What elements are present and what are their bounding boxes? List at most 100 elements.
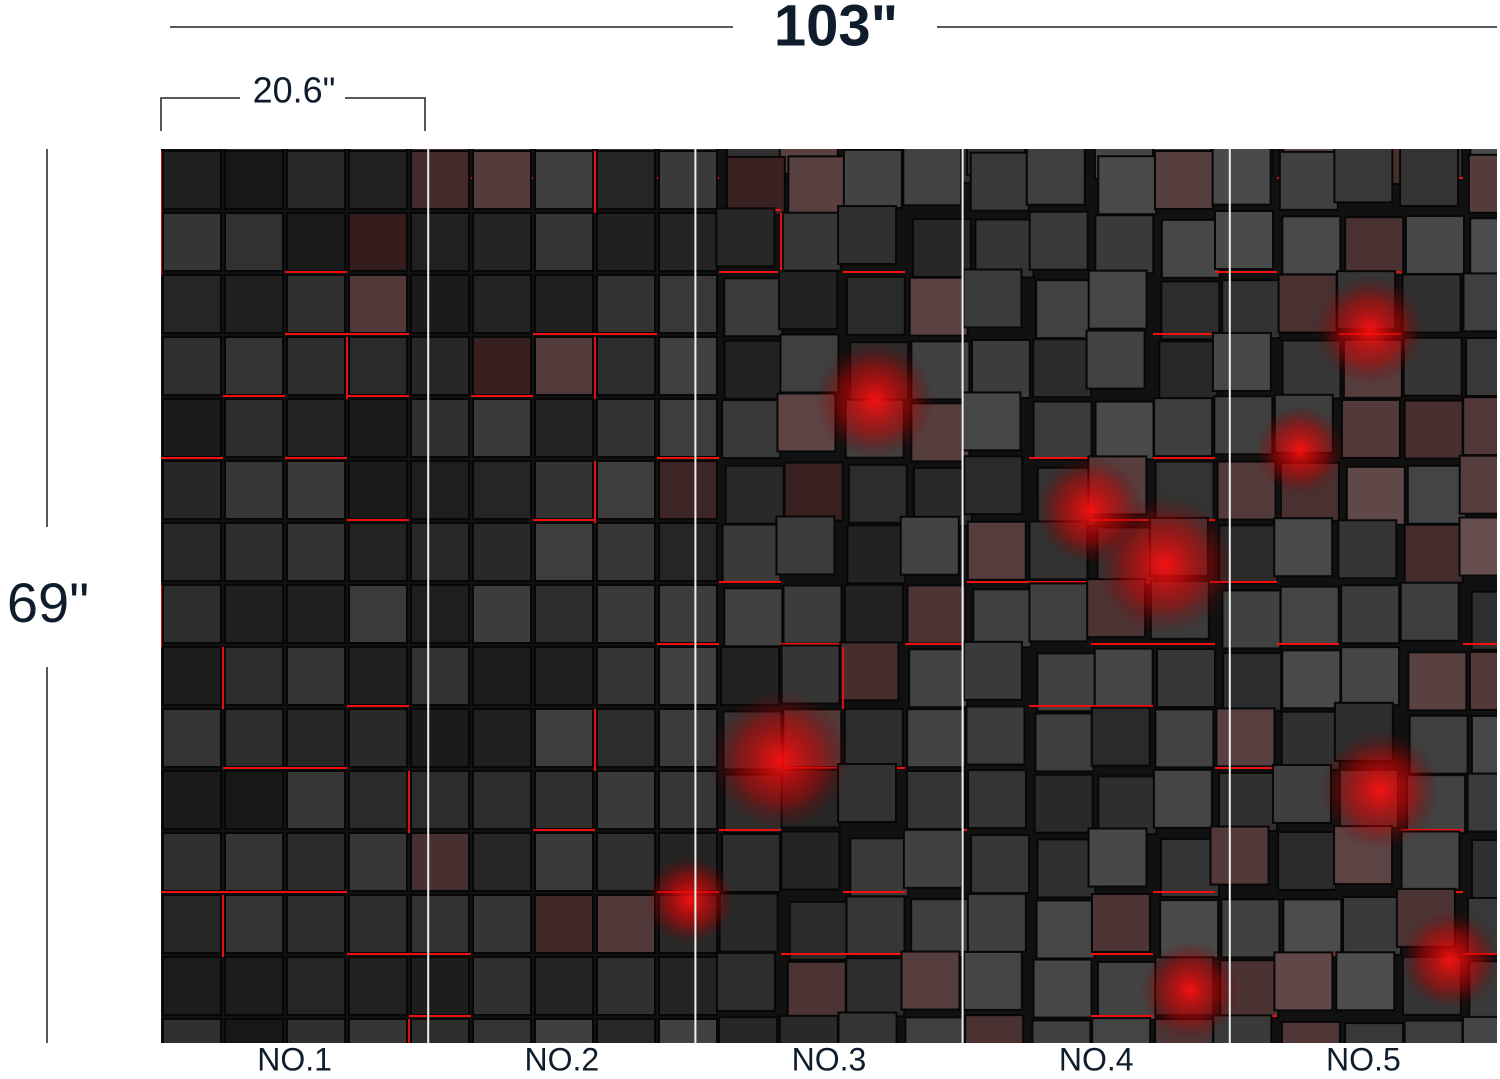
cube [1090, 892, 1151, 953]
cube [1032, 958, 1093, 1019]
cube [1337, 519, 1398, 580]
cube [1211, 149, 1272, 206]
cube [908, 276, 969, 337]
cube [162, 274, 222, 334]
cube [410, 708, 470, 768]
cube [1461, 1015, 1497, 1043]
cube [723, 277, 784, 338]
cube [962, 640, 1023, 701]
cube [658, 150, 718, 210]
cube [904, 1016, 965, 1043]
cube [472, 460, 532, 520]
cube [1345, 465, 1406, 526]
cube [596, 398, 656, 458]
cube [224, 398, 284, 458]
cube [1090, 706, 1151, 767]
cube [1087, 827, 1148, 888]
cube [472, 398, 532, 458]
cube [1342, 896, 1403, 957]
cube [162, 1018, 222, 1043]
red-glow [1315, 275, 1425, 385]
cube [286, 336, 346, 396]
cube [286, 212, 346, 272]
cube [970, 834, 1031, 895]
cube [1471, 839, 1497, 899]
cube [658, 212, 718, 272]
cube [658, 770, 718, 830]
red-glow [1320, 730, 1440, 850]
cube [596, 150, 656, 210]
cube [906, 708, 967, 769]
cube [162, 460, 222, 520]
cube [1281, 215, 1342, 276]
cube [596, 956, 656, 1016]
cube [775, 515, 836, 576]
cube [472, 894, 532, 954]
cube [786, 960, 847, 1021]
cube [472, 522, 532, 582]
cube [224, 522, 284, 582]
cube [286, 708, 346, 768]
cube [658, 274, 718, 334]
cube [1280, 1020, 1341, 1043]
cube [1153, 397, 1214, 458]
panel-label: NO.4 [1059, 1041, 1134, 1077]
cube [348, 584, 408, 644]
cube [1154, 708, 1215, 769]
cube [472, 770, 532, 830]
cube [410, 646, 470, 706]
cube [1031, 1019, 1092, 1043]
cube [658, 522, 718, 582]
cube [286, 894, 346, 954]
cube [1403, 1019, 1464, 1043]
cube [1273, 517, 1334, 578]
cube [162, 832, 222, 892]
cube [348, 212, 408, 272]
cube [534, 398, 594, 458]
cube [1399, 149, 1460, 208]
mural-image [161, 149, 1497, 1043]
cube [348, 708, 408, 768]
cube [837, 1011, 898, 1043]
cube [1097, 155, 1158, 216]
cube [472, 336, 532, 396]
cube [1032, 338, 1093, 399]
cube [1028, 582, 1089, 643]
cube [778, 1014, 839, 1043]
cube [286, 646, 346, 706]
cube [1470, 590, 1497, 651]
cube [715, 951, 776, 1012]
cube [658, 460, 718, 520]
cube [1276, 830, 1337, 891]
cube [972, 588, 1033, 649]
cube [715, 207, 776, 268]
cube [906, 584, 967, 645]
cube [348, 770, 408, 830]
panel-labels: NO.1 NO.2 NO.3 NO.4 NO.5 [257, 1041, 1400, 1077]
cube [534, 646, 594, 706]
cube [1160, 280, 1221, 341]
cube [1036, 652, 1097, 713]
cube [1458, 516, 1497, 577]
cube [1028, 210, 1089, 271]
cube [596, 522, 656, 582]
cube [1094, 400, 1155, 461]
red-glow [710, 690, 850, 830]
cube [410, 894, 470, 954]
cube [162, 646, 222, 706]
panel-width: 20.6" [253, 70, 336, 111]
cube [472, 646, 532, 706]
red-glow [1140, 940, 1240, 1040]
cube [596, 584, 656, 644]
cube [961, 391, 1022, 452]
cube [286, 398, 346, 458]
cube [966, 892, 1027, 953]
cube [658, 956, 718, 1016]
cube [900, 950, 961, 1011]
cube [534, 832, 594, 892]
cube [1407, 651, 1468, 712]
cube [1035, 279, 1096, 340]
cube [1458, 454, 1497, 515]
